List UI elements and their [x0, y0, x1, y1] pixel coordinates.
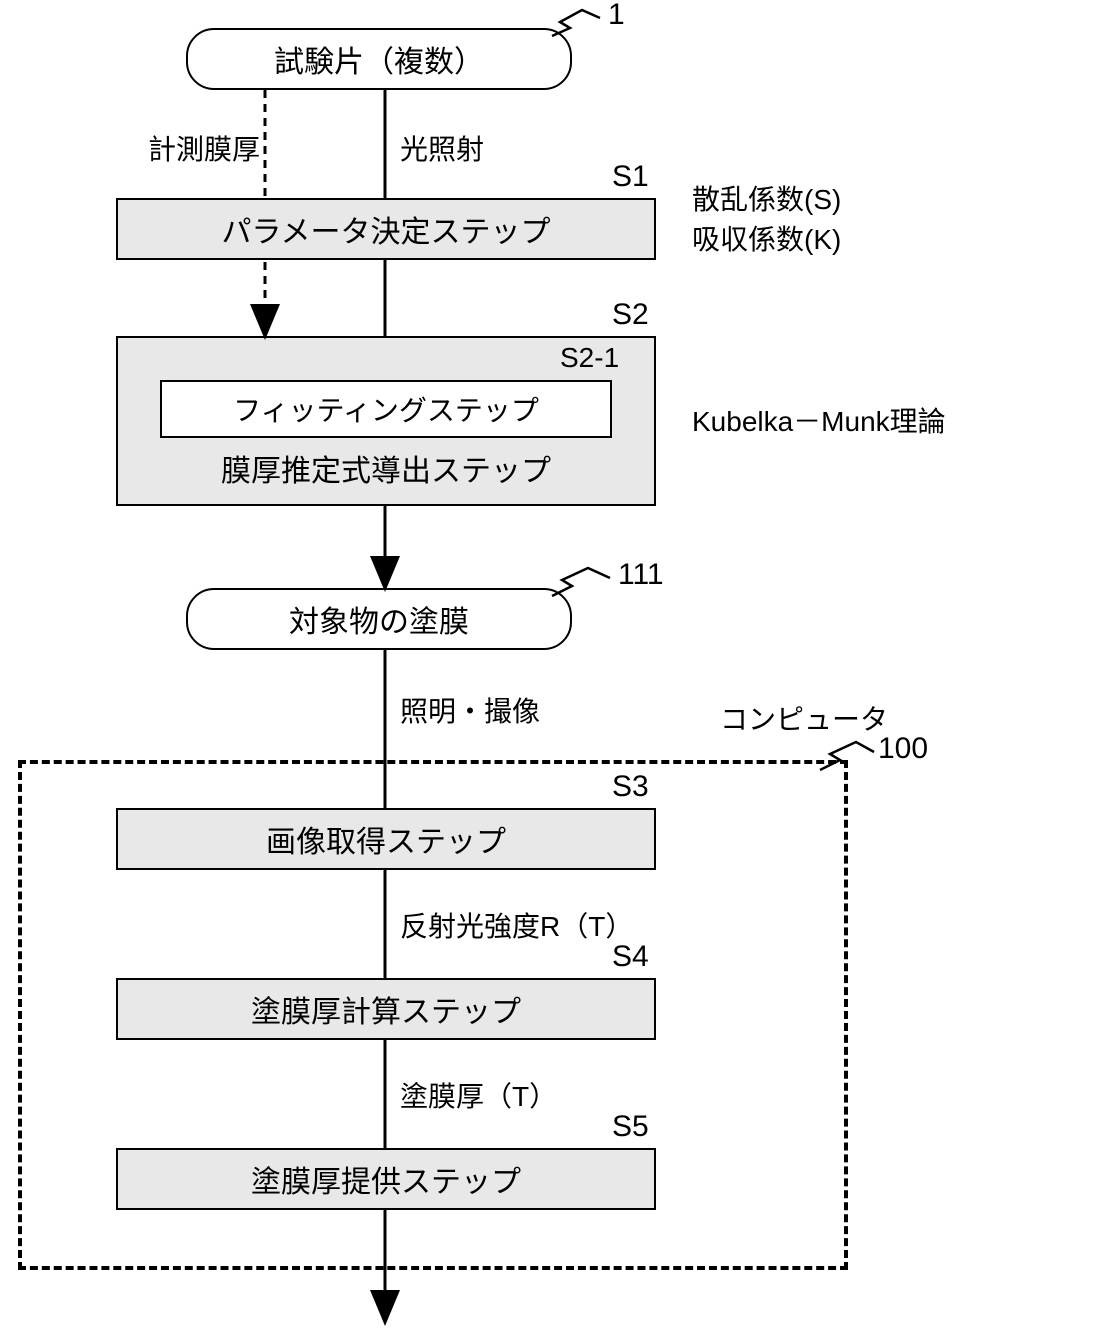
node-target-coating: 対象物の塗膜 — [186, 588, 572, 650]
ref-number: 1 — [608, 0, 625, 32]
side-text: Kubelka－Munk理論 — [692, 400, 946, 440]
step-s1: パラメータ決定ステップ — [116, 198, 656, 260]
step-s5: 塗膜厚提供ステップ — [116, 1148, 656, 1210]
step-ref: S5 — [612, 1110, 649, 1144]
step-ref: S1 — [612, 160, 649, 194]
step-s4: 塗膜厚計算ステップ — [116, 978, 656, 1040]
step-ref: S2 — [612, 298, 649, 332]
edge-label: 反射光強度R（T） — [400, 905, 633, 945]
step-s2-1: フィッティングステップ — [160, 380, 612, 438]
edge-label: 塗膜厚（T） — [400, 1075, 557, 1115]
edge-label: 光照射 — [400, 128, 484, 168]
side-text: 吸収係数(K) — [692, 218, 841, 258]
step-ref: S2-1 — [560, 342, 619, 374]
step-ref: S3 — [612, 770, 649, 804]
node-text: 膜厚推定式導出ステップ — [221, 446, 551, 490]
edge-label: 計測膜厚 — [148, 128, 260, 168]
side-text: 散乱係数(S) — [692, 178, 841, 218]
node-text: 対象物の塗膜 — [289, 597, 469, 641]
ref-number: 111 — [618, 558, 664, 592]
ref-number: 100 — [878, 732, 928, 766]
node-text: フィッティングステップ — [233, 389, 539, 429]
node-text: 塗膜厚提供ステップ — [251, 1157, 521, 1201]
step-s3: 画像取得ステップ — [116, 808, 656, 870]
node-text: パラメータ決定ステップ — [221, 207, 550, 251]
edge-label: 照明・撮像 — [400, 690, 540, 730]
step-ref: S4 — [612, 940, 649, 974]
node-text: 画像取得ステップ — [266, 817, 506, 861]
computer-box-label: コンピュータ — [720, 698, 888, 738]
node-text: 塗膜厚計算ステップ — [251, 987, 521, 1031]
node-text: 試験片（複数） — [274, 37, 484, 81]
node-test-pieces: 試験片（複数） — [186, 28, 572, 90]
